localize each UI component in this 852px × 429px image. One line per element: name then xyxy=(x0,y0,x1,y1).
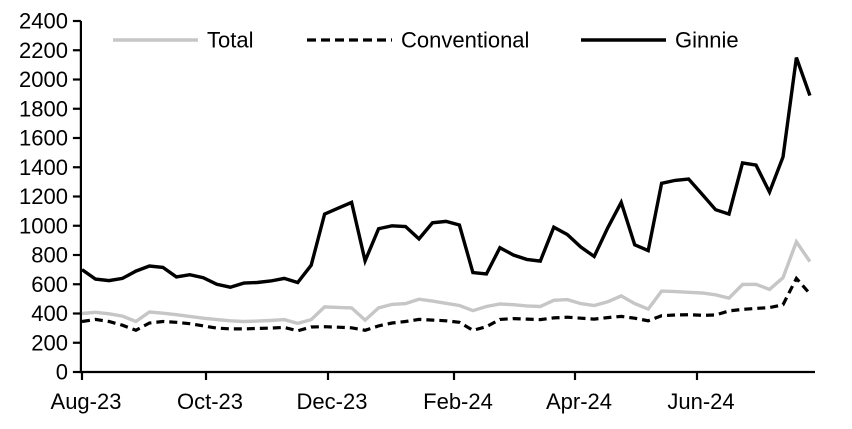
y-tick-label: 1600 xyxy=(19,126,68,151)
y-tick-label: 2200 xyxy=(19,38,68,63)
x-tick-label: Aug-23 xyxy=(51,389,122,414)
series-line-conventional xyxy=(81,275,812,333)
legend-item-total: Total xyxy=(113,28,253,53)
y-tick-label: 1800 xyxy=(19,96,68,121)
legend-label-conventional: Conventional xyxy=(401,28,529,53)
x-tick-label: Apr-24 xyxy=(546,389,612,414)
y-tick-label: 2000 xyxy=(19,67,68,92)
series-line-ginnie xyxy=(81,57,812,289)
legend-item-conventional: Conventional xyxy=(307,28,529,53)
x-tick-label: Feb-24 xyxy=(423,389,493,414)
series-lines xyxy=(81,57,812,333)
y-tick-label: 2400 xyxy=(19,9,68,34)
legend-label-ginnie: Ginnie xyxy=(675,28,739,53)
y-tick-label: 600 xyxy=(31,272,68,297)
series-line-total xyxy=(81,238,812,326)
y-tick-label: 400 xyxy=(31,301,68,326)
y-tick-label: 0 xyxy=(56,360,68,385)
legend-item-ginnie: Ginnie xyxy=(581,28,739,53)
y-tick-label: 1200 xyxy=(19,184,68,209)
axes: 0 200 400 600 800 1000 1200 1400 1600 1800 2000 220… xyxy=(19,9,815,414)
legend: Total Conventional Ginnie xyxy=(113,28,739,53)
x-tick-label: Dec-23 xyxy=(297,389,368,414)
y-tick-label: 200 xyxy=(31,330,68,355)
x-tick-label: Oct-23 xyxy=(177,389,243,414)
legend-label-total: Total xyxy=(207,28,253,53)
y-tick-label: 800 xyxy=(31,243,68,268)
y-tick-label: 1400 xyxy=(19,155,68,180)
x-tick-label: Jun-24 xyxy=(667,389,734,414)
y-tick-label: 1000 xyxy=(19,213,68,238)
